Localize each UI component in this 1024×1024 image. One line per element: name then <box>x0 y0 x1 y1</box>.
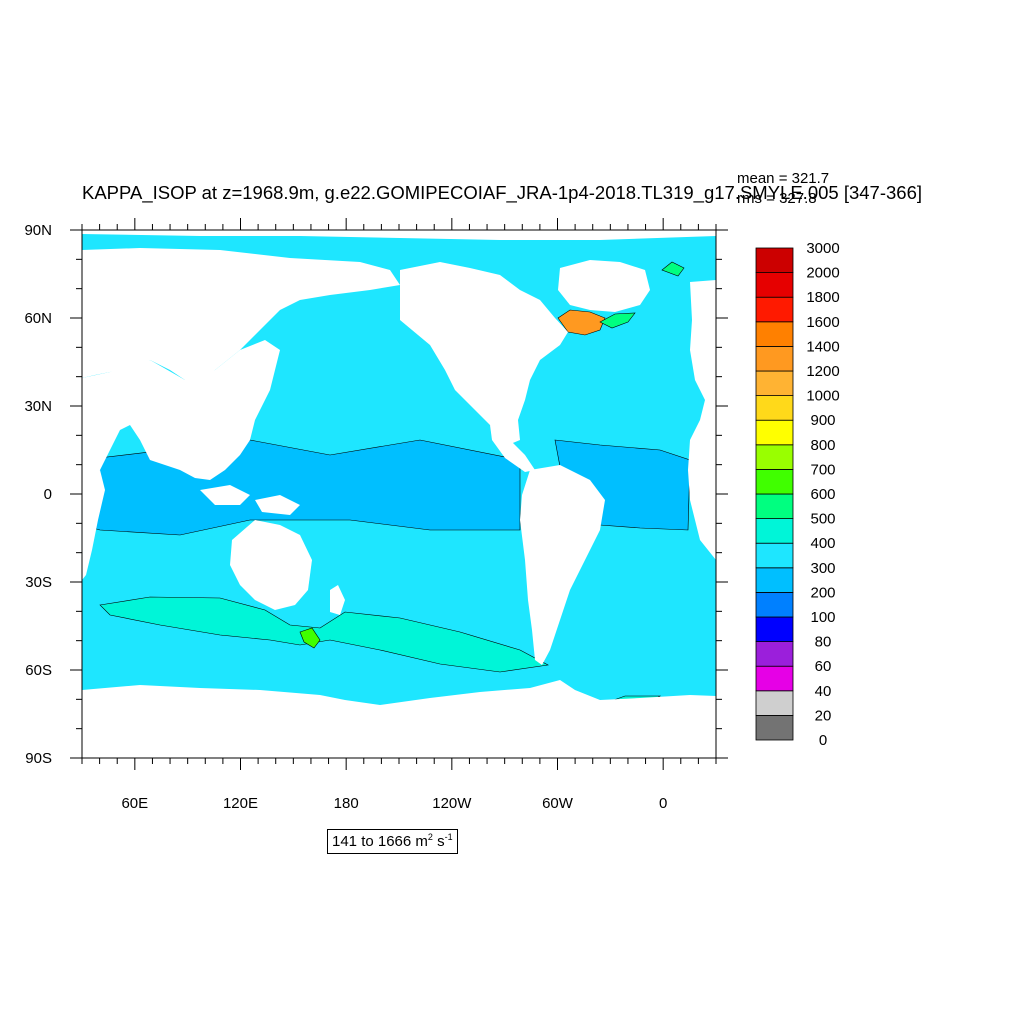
land-north-america <box>400 262 568 445</box>
lat-tick-label: 90S <box>25 750 52 767</box>
land-africa <box>82 470 105 580</box>
land-arctic-strip <box>82 230 716 240</box>
colorbar-swatch <box>755 395 794 421</box>
colorbar-label: 1600 <box>806 314 839 331</box>
lat-tick-label: 30S <box>25 574 52 591</box>
colorbar-label: 200 <box>810 584 835 601</box>
range-prefix: 141 to 1666 m <box>332 833 428 850</box>
land-new-zealand <box>330 585 345 615</box>
mean-label: mean = 321.7 <box>737 170 830 187</box>
range-mid: s <box>432 833 445 850</box>
lat-tick-label: 90N <box>24 222 52 239</box>
colorbar-label: 700 <box>810 461 835 478</box>
land-asia <box>82 340 280 482</box>
colorbar-swatch <box>755 616 794 643</box>
colorbar-label: 2000 <box>806 265 839 282</box>
land-antarctica <box>82 680 716 758</box>
colorbar-label: 40 <box>815 683 832 700</box>
colorbar-label: 500 <box>810 511 835 528</box>
lat-tick-label: 60N <box>24 310 52 327</box>
colorbar-swatch <box>755 247 794 274</box>
colorbar-label: 80 <box>815 634 832 651</box>
plot-title: KAPPA_ISOP at z=1968.9m, g.e22.GOMIPECOI… <box>82 182 923 203</box>
land-indonesia-2 <box>255 495 300 515</box>
colorbar-swatch <box>755 690 794 716</box>
colorbar-swatch <box>755 296 794 323</box>
colorbar-swatch <box>755 665 794 692</box>
land-europe-africa-right <box>688 280 716 560</box>
lat-tick-label: 30N <box>24 398 52 415</box>
southern-ocean-400-zone <box>99 596 549 673</box>
colorbar-swatch <box>755 518 794 544</box>
colorbar-swatch <box>755 715 794 741</box>
lon-tick-label: 60E <box>121 795 148 812</box>
hotspot-svalbard <box>661 261 685 277</box>
lat-tick-label: 0 <box>44 486 52 503</box>
colorbar-swatch <box>755 345 794 372</box>
range-exp2: -1 <box>444 832 453 842</box>
land-central-america <box>490 425 535 472</box>
land-indonesia <box>200 485 250 505</box>
colorbar-label: 3000 <box>806 240 839 257</box>
colorbar-label: 0 <box>819 732 827 749</box>
land-south-america <box>520 465 605 665</box>
lon-tick-label: 0 <box>659 795 667 812</box>
hotspot-greenland-inner <box>599 312 636 329</box>
colorbar-swatch <box>755 567 794 593</box>
colorbar-swatch <box>755 493 794 520</box>
colorbar-label: 20 <box>815 707 832 724</box>
map-field <box>82 230 716 758</box>
colorbar-label: 1400 <box>806 338 839 355</box>
colorbar-label: 60 <box>815 658 832 675</box>
colorbar-swatch <box>755 542 794 569</box>
lon-tick-label: 120W <box>432 795 472 812</box>
land-greenland <box>558 260 650 312</box>
lon-tick-label: 120E <box>223 795 258 812</box>
colorbar-label: 300 <box>810 560 835 577</box>
map-axes: 90N 60N 30N 0 30S 60S 90S 60E 120E 180 120W 60W 0 <box>24 218 728 812</box>
rms-label: rms = 327.8 <box>737 190 817 207</box>
land-arctic-eurasia <box>82 248 400 380</box>
range-label: 141 to 1666 m2 s-1 <box>327 829 458 854</box>
colorbar-label: 900 <box>810 412 835 429</box>
land-australia <box>230 520 312 610</box>
colorbar-swatch <box>755 419 794 446</box>
colorbar: 0 20 40 60 80 100 200 300 400 500 600 700 800 900 1000… <box>755 240 840 749</box>
hotspot-green <box>299 627 321 649</box>
land <box>82 230 716 758</box>
colorbar-label: 1200 <box>806 363 839 380</box>
colorbar-label: 100 <box>810 609 835 626</box>
colorbar-label: 600 <box>810 486 835 503</box>
colorbar-swatch <box>755 272 794 298</box>
colorbar-swatch <box>755 321 794 347</box>
colorbar-swatch <box>755 468 794 495</box>
colorbar-label: 800 <box>810 437 835 454</box>
colorbar-label: 400 <box>810 535 835 552</box>
range-exp1: 2 <box>427 832 433 842</box>
colorbar-label: 1000 <box>806 388 839 405</box>
colorbar-swatch <box>755 444 794 470</box>
colorbar-swatch <box>755 370 794 397</box>
colorbar-swatch <box>755 641 794 667</box>
colorbar-label: 1800 <box>806 289 839 306</box>
colorbar-swatch <box>755 592 794 618</box>
lat-tick-label: 60S <box>25 662 52 679</box>
lon-tick-label: 60W <box>542 795 574 812</box>
hotspot-greenland <box>557 309 606 336</box>
lon-tick-label: 180 <box>334 795 359 812</box>
